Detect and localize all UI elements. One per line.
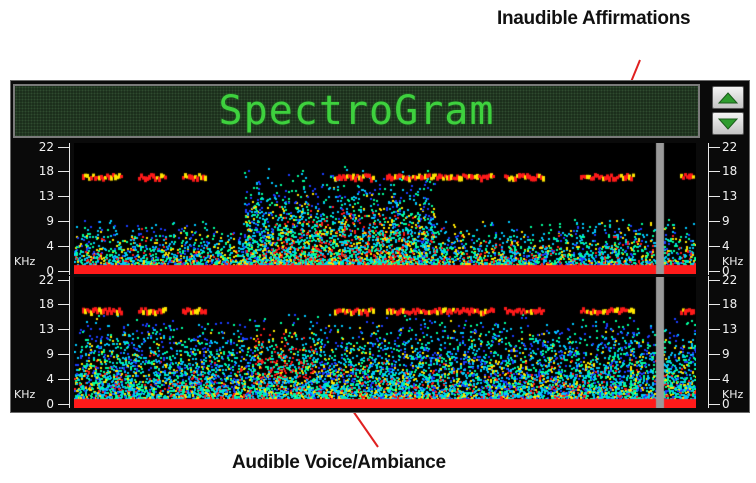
tick-label: 13 (38, 322, 54, 336)
tick-mark (708, 404, 720, 405)
tick-mark (58, 221, 70, 222)
axis-line (69, 143, 70, 275)
tick-label: 4 (722, 239, 730, 253)
annotation-inaudible-affirmations: Inaudible Affirmations (497, 8, 691, 29)
tick-label: 4 (46, 372, 54, 386)
tick-mark (58, 404, 70, 405)
tick-mark (708, 354, 720, 355)
tick-mark (58, 246, 70, 247)
tick-mark (708, 379, 720, 380)
tick-label: 9 (722, 347, 730, 361)
tick-mark (708, 221, 720, 222)
tick-mark (708, 329, 720, 330)
tick-mark (708, 171, 720, 172)
spectrogram-top-canvas (74, 143, 696, 274)
tick-label: 4 (46, 239, 54, 253)
axis-line (69, 276, 70, 408)
axis-unit-label: KHz (14, 388, 36, 401)
tick-mark (58, 379, 70, 380)
tick-mark (58, 354, 70, 355)
tick-label: 0 (722, 397, 730, 411)
scroll-down-button[interactable] (712, 112, 744, 135)
tick-mark (58, 280, 70, 281)
tick-mark (708, 147, 720, 148)
axis-unit-label: KHz (14, 255, 36, 268)
tick-label: 18 (38, 297, 54, 311)
tick-label: 13 (722, 322, 738, 336)
tick-mark (708, 304, 720, 305)
tick-label: 9 (722, 214, 730, 228)
tick-label: 9 (46, 347, 54, 361)
tick-mark (708, 196, 720, 197)
frequency-axis-right-top: 22 18 13 9 4 0 KHz (706, 140, 752, 278)
arrow-up-icon (717, 91, 739, 103)
tick-label: 13 (722, 189, 738, 203)
tick-label: 18 (722, 297, 738, 311)
frequency-axis-left-bottom: 22 18 13 9 4 0 KHz (12, 273, 74, 411)
tick-label: 22 (722, 273, 738, 287)
title-display: SpectroGram (13, 84, 700, 138)
tick-mark (708, 271, 720, 272)
axis-unit-label: KHz (722, 255, 744, 268)
tick-mark (58, 329, 70, 330)
axis-line (708, 143, 709, 275)
frequency-axis-left-top: 22 18 13 9 4 0 KHz (12, 140, 74, 278)
spectrogram-top (74, 143, 696, 274)
spectrogram-bottom-canvas (74, 277, 696, 408)
tick-mark (708, 246, 720, 247)
tick-label: 18 (38, 164, 54, 178)
tick-label: 13 (38, 189, 54, 203)
tick-label: 18 (722, 164, 738, 178)
tick-label: 0 (46, 264, 54, 278)
tick-label: 0 (46, 397, 54, 411)
annotation-audible-voice: Audible Voice/Ambiance (232, 452, 446, 473)
tick-label: 22 (38, 140, 54, 154)
tick-mark (58, 171, 70, 172)
tick-label: 4 (722, 372, 730, 386)
tick-label: 0 (722, 264, 730, 278)
app-title: SpectroGram (218, 88, 495, 134)
tick-label: 9 (46, 214, 54, 228)
scroll-up-button[interactable] (712, 86, 744, 109)
spectrogram-bottom (74, 277, 696, 408)
arrow-down-icon (717, 118, 739, 130)
axis-unit-label: KHz (722, 388, 744, 401)
tick-label: 22 (722, 140, 738, 154)
tick-mark (58, 304, 70, 305)
tick-mark (708, 280, 720, 281)
axis-line (708, 276, 709, 408)
frequency-axis-right-bottom: 22 18 13 9 4 0 KHz (706, 273, 752, 411)
tick-mark (58, 147, 70, 148)
tick-label: 22 (38, 273, 54, 287)
tick-mark (58, 271, 70, 272)
tick-mark (58, 196, 70, 197)
